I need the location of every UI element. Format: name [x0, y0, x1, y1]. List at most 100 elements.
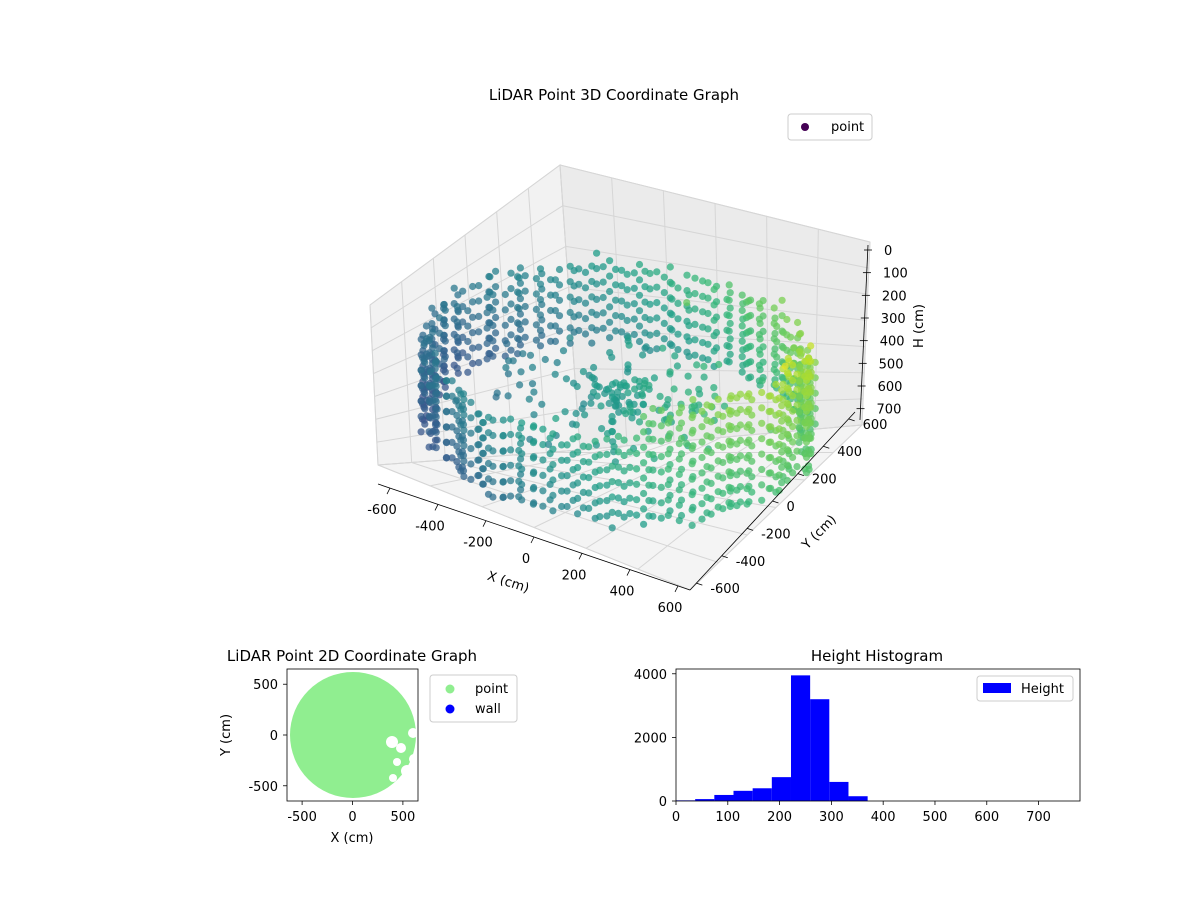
point-3d	[479, 480, 487, 488]
point-3d	[587, 399, 595, 407]
grid-3d-line	[559, 164, 581, 451]
point-3d	[682, 440, 691, 448]
point-3d	[640, 412, 648, 421]
point-3d	[704, 309, 712, 318]
point-3d	[698, 515, 706, 523]
point-3d	[514, 350, 522, 358]
point-3d	[518, 450, 526, 458]
point-3d	[675, 501, 683, 509]
point-3d	[606, 257, 614, 265]
point-3d	[563, 472, 571, 480]
point-3d	[778, 432, 786, 441]
point-3d	[493, 389, 501, 397]
point-3d	[514, 334, 522, 342]
point-3d	[538, 400, 546, 408]
point-3d	[738, 322, 746, 330]
point-3d	[469, 282, 477, 291]
point-3d	[703, 509, 711, 517]
point-3d	[756, 319, 764, 328]
point-3d	[699, 292, 707, 300]
point-3d	[698, 500, 706, 508]
x-axis-label-3d: X (cm)	[485, 569, 531, 597]
point-3d	[775, 394, 783, 402]
point-3d	[775, 425, 783, 433]
point-3d	[778, 296, 786, 304]
point-3d	[432, 397, 440, 406]
point-3d	[579, 473, 588, 481]
x-tick-label-hist: 500	[923, 810, 948, 825]
point-3d	[699, 354, 707, 362]
point-3d	[572, 421, 580, 429]
point-3d	[703, 416, 711, 424]
point-3d	[541, 355, 549, 364]
point-3d	[501, 290, 509, 299]
point-3d	[539, 425, 547, 433]
point-3d	[608, 393, 617, 401]
point-3d	[547, 291, 555, 299]
z-tick-label-3d: 200	[882, 289, 907, 304]
point-3d	[675, 455, 683, 463]
point-3d	[767, 469, 775, 477]
z-tick-label-3d: 700	[877, 403, 902, 418]
chart-3d-title: LiDAR Point 3D Coordinate Graph	[489, 86, 739, 104]
point-3d	[674, 330, 682, 338]
point-3d	[421, 359, 429, 367]
point-3d	[623, 270, 631, 278]
point-3d	[526, 351, 535, 359]
point-3d	[624, 361, 632, 369]
point-3d	[558, 472, 566, 480]
point-3d	[773, 338, 781, 346]
point-3d	[778, 463, 786, 471]
point-3d	[529, 500, 538, 508]
point-3d	[469, 298, 477, 306]
point-3d	[599, 293, 607, 302]
point-3d	[664, 511, 672, 519]
point-3d	[475, 282, 483, 290]
point-3d	[635, 418, 644, 426]
x-axis-label-2d: X (cm)	[331, 831, 374, 846]
point-3d	[507, 315, 515, 323]
point-3d	[714, 441, 722, 450]
point-3d	[562, 375, 571, 383]
point-3d	[555, 312, 564, 320]
point-3d	[464, 337, 472, 346]
point-3d	[653, 268, 661, 276]
point-3d	[555, 327, 564, 335]
point-3d	[789, 453, 797, 461]
point-3d	[725, 312, 733, 320]
point-3d	[660, 319, 668, 327]
point-3d	[660, 289, 668, 297]
point-3d	[675, 440, 683, 448]
point-3d	[432, 444, 440, 452]
point-3d	[696, 390, 704, 398]
histogram-bar	[848, 796, 868, 801]
point-3d	[700, 373, 708, 381]
point-3d	[633, 480, 641, 488]
point-3d	[453, 442, 461, 450]
point-3d	[756, 366, 764, 374]
point-3d	[725, 358, 733, 366]
point-3d	[507, 346, 515, 354]
point-3d	[733, 502, 741, 510]
point-3d	[489, 431, 497, 440]
point-3d	[539, 487, 547, 495]
histogram-bars	[676, 675, 868, 801]
point-3d	[674, 299, 682, 307]
grid-3d-line	[559, 164, 871, 243]
point-3d	[620, 436, 628, 444]
point-3d	[630, 330, 638, 339]
point-3d	[645, 466, 653, 474]
point-3d	[574, 479, 582, 487]
point-3d	[504, 392, 512, 400]
point-3d	[778, 386, 786, 394]
point-3d	[608, 524, 616, 532]
point-3d	[566, 308, 574, 317]
point-3d	[441, 322, 449, 330]
x-tick-label-hist: 300	[819, 810, 844, 825]
point-3d	[626, 463, 634, 471]
y-tick-label-2d: 500	[253, 678, 278, 693]
point-3d	[467, 475, 475, 483]
point-3d	[514, 319, 522, 327]
y-tick-3d	[721, 555, 728, 559]
point-3d	[504, 370, 512, 378]
